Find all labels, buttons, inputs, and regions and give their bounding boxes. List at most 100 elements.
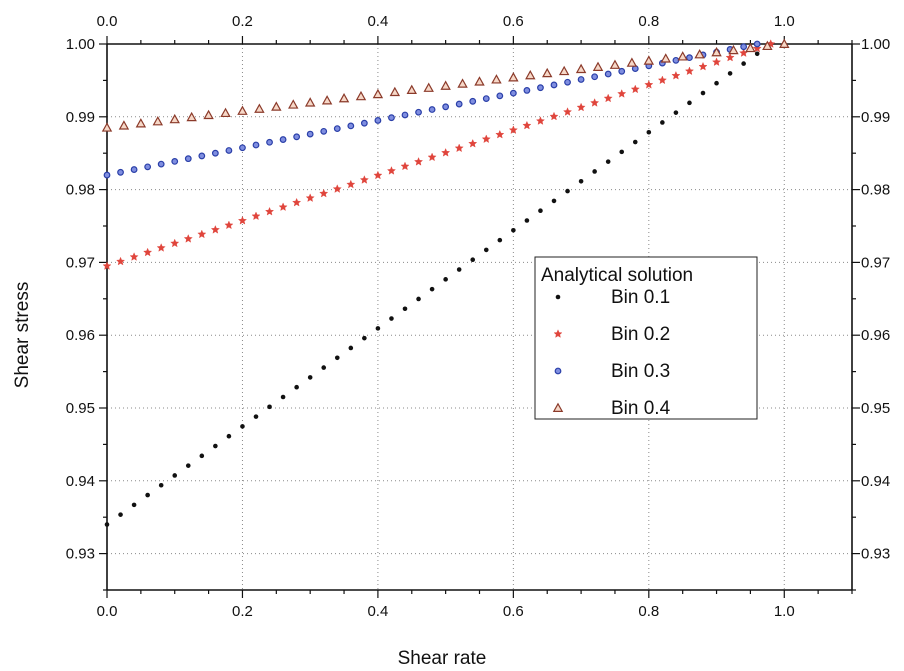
point-bin-0-3 — [239, 144, 246, 152]
point-bin-0-4 — [220, 107, 231, 118]
point-bin-0-2 — [143, 247, 153, 257]
point-bin-0-4 — [203, 109, 214, 120]
point-bin-0-2 — [210, 225, 220, 234]
x-tick-label: 0.0 — [97, 603, 118, 620]
point-bin-0-4 — [237, 105, 248, 115]
point-bin-0-2 — [698, 61, 708, 71]
point-bin-0-1 — [416, 296, 421, 302]
point-bin-0-1 — [172, 473, 178, 478]
y-tick-label: 0.96 — [66, 327, 95, 344]
point-bin-0-2 — [535, 116, 545, 125]
y-tick-label: 0.95 — [66, 400, 95, 417]
point-bin-0-4 — [423, 82, 434, 92]
point-bin-0-2 — [346, 179, 356, 189]
point-bin-0-1 — [714, 80, 719, 86]
right-y-tick-label: 0.97 — [861, 254, 890, 271]
point-bin-0-1 — [145, 492, 150, 498]
point-bin-0-2 — [752, 43, 762, 53]
point-bin-0-1 — [199, 453, 205, 459]
point-bin-0-1 — [741, 61, 746, 66]
point-bin-0-4 — [762, 40, 773, 51]
point-bin-0-4 — [304, 97, 316, 107]
point-bin-0-1 — [687, 100, 692, 106]
point-bin-0-2 — [712, 57, 722, 66]
point-bin-0-4 — [135, 118, 147, 128]
point-bin-0-1 — [362, 335, 367, 341]
point-bin-0-4 — [745, 42, 756, 53]
point-bin-0-3 — [144, 163, 152, 171]
point-bin-0-2 — [359, 175, 369, 184]
point-bin-0-4 — [186, 111, 197, 122]
point-bin-0-1 — [538, 208, 543, 213]
y-tick-label: 0.98 — [66, 182, 95, 199]
point-bin-0-4 — [457, 78, 468, 88]
point-bin-0-2 — [156, 243, 166, 252]
top-x-tick-label: 0.0 — [97, 13, 118, 30]
point-bin-0-2 — [725, 52, 735, 62]
point-bin-0-4 — [558, 65, 570, 76]
point-bin-0-3 — [279, 136, 287, 143]
point-bin-0-4 — [694, 49, 705, 59]
point-bin-0-1 — [158, 482, 164, 488]
point-bin-0-2 — [576, 102, 586, 112]
point-bin-0-1 — [321, 365, 327, 370]
point-bin-0-2 — [305, 193, 315, 202]
x-tick-label: 0.2 — [232, 603, 253, 620]
point-bin-0-1 — [443, 277, 448, 282]
point-bin-0-1 — [551, 198, 557, 204]
right-y-tick-label: 0.96 — [861, 327, 890, 344]
point-bin-0-1 — [497, 237, 503, 243]
point-bin-0-4 — [660, 53, 671, 63]
legend-marker-1 — [555, 294, 561, 300]
point-bin-0-3 — [360, 119, 368, 127]
point-bin-0-1 — [660, 120, 665, 125]
point-bin-0-3 — [306, 130, 314, 138]
point-bin-0-3 — [103, 171, 111, 179]
point-bin-0-1 — [456, 267, 462, 272]
point-bin-0-1 — [511, 228, 516, 233]
point-bin-0-3 — [482, 95, 490, 102]
point-bin-0-1 — [470, 257, 476, 263]
point-bin-0-2 — [617, 89, 627, 98]
point-bin-0-2 — [454, 143, 464, 153]
point-bin-0-3 — [496, 92, 504, 100]
point-bin-0-3 — [455, 100, 463, 108]
legend-marker-4 — [552, 402, 564, 412]
x-tick-label: 0.4 — [367, 603, 388, 620]
x-tick-label: 1.0 — [774, 603, 795, 620]
point-bin-0-2 — [170, 238, 180, 248]
top-x-tick-label: 0.4 — [367, 13, 388, 30]
right-y-tick-label: 0.94 — [861, 473, 890, 490]
point-bin-0-1 — [253, 414, 259, 419]
point-bin-0-3 — [198, 152, 206, 160]
point-bin-0-4 — [389, 86, 401, 97]
point-bin-0-3 — [266, 138, 273, 146]
point-bin-0-3 — [401, 111, 409, 119]
point-bin-0-1 — [646, 129, 652, 135]
legend-marker-2 — [553, 329, 563, 338]
legend-box — [534, 256, 758, 420]
point-bin-0-4 — [542, 67, 553, 78]
point-bin-0-1 — [294, 384, 299, 390]
point-bin-0-4 — [254, 103, 265, 113]
point-bin-0-4 — [288, 99, 299, 109]
point-bin-0-1 — [632, 139, 638, 145]
point-bin-0-4 — [321, 95, 333, 105]
point-bin-0-1 — [592, 169, 597, 174]
point-bin-0-1 — [402, 306, 408, 312]
point-bin-0-3 — [117, 168, 124, 176]
point-bin-0-2 — [129, 252, 139, 261]
point-bin-0-1 — [348, 345, 354, 351]
point-bin-0-1 — [605, 159, 611, 164]
point-bin-0-4 — [711, 46, 722, 57]
point-bin-0-2 — [508, 125, 518, 134]
legend-label-2: Bin 0.2 — [611, 324, 670, 345]
legend: Analytical solution Bin 0.1 Bin 0.2 Bin 0.… — [534, 256, 758, 420]
point-bin-0-2 — [400, 161, 410, 171]
point-bin-0-2 — [563, 107, 573, 116]
point-bin-0-3 — [509, 89, 517, 97]
point-bin-0-1 — [375, 326, 381, 331]
point-bin-0-4 — [609, 59, 621, 69]
point-bin-0-2 — [373, 170, 383, 180]
